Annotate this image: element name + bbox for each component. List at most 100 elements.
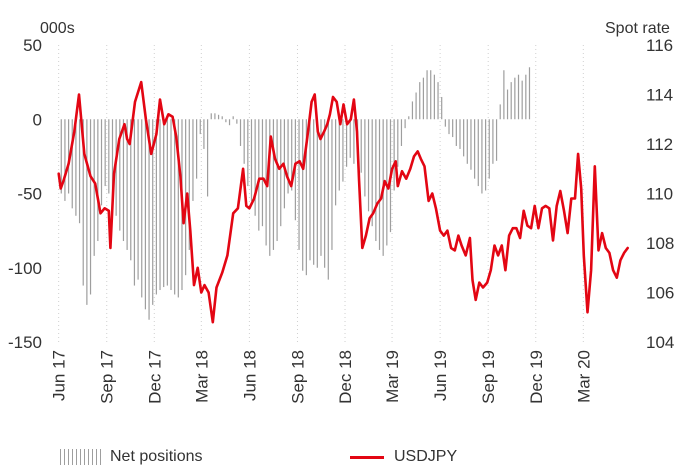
net-position-bar [327,119,329,280]
net-position-bar [324,119,326,268]
usdjpy-swatch [350,455,384,459]
net-position-bar [78,119,81,224]
net-position-bar [499,104,501,120]
net-position-bar [236,119,238,124]
net-position-bar [97,119,99,242]
net-position-bar [305,119,307,276]
left-tick-label: -50 [17,185,42,204]
net-position-bar [60,119,62,194]
net-position-bar [133,119,136,286]
net-position-bar [250,119,253,201]
right-tick-label: 116 [646,36,673,55]
net-position-bar [375,119,377,242]
net-position-bar [404,119,406,129]
net-position-bar [349,119,351,158]
net-position-bar [481,119,483,194]
net-position-bar [514,77,516,120]
net-position-bar [510,82,512,120]
net-position-bar [426,70,428,120]
net-position-bar [415,92,417,120]
net-position-bar [152,119,154,305]
net-position-bar [441,96,443,120]
x-tick-label: Dec 17 [145,350,164,404]
net-position-bar [192,119,194,201]
net-position-bar [335,119,337,206]
net-position-bar [291,119,293,191]
net-position-bar [397,119,399,167]
net-position-bar [247,119,249,187]
net-position-bar [422,77,425,120]
x-tick-label: Sep 18 [288,350,307,404]
right-tick-label: 104 [646,333,674,352]
net-position-bar [525,74,527,120]
right-tick-label: 106 [646,284,674,303]
net-position-bar [71,119,73,209]
left-tick-label: -100 [8,259,42,278]
net-position-bar [484,119,487,191]
net-position-bar [93,119,95,256]
net-position-bar [452,119,454,138]
net-position-bar [459,119,461,149]
net-position-bar [506,89,509,120]
net-position-bar [517,74,520,120]
net-position-bar [492,119,494,164]
net-position-bar [298,119,300,250]
net-position-bar [419,82,421,120]
net-position-bar [174,119,176,295]
net-positions-bars [60,67,531,320]
net-position-bar [261,119,264,227]
net-position-bar [345,119,348,167]
net-position-bar [411,101,414,120]
net-position-bar [477,119,479,187]
net-position-bar [269,119,271,256]
net-position-bar [342,119,344,182]
net-position-bar [221,116,223,120]
net-position-bar [455,119,457,146]
right-axis-ticks: 116 114 112 110 108 106 104 [646,36,674,352]
net-position-bar [444,119,446,127]
net-position-bar [206,119,209,197]
net-position-bar [119,119,121,231]
x-tick-label: Mar 18 [192,350,211,403]
x-tick-label: Mar 20 [574,350,593,403]
net-position-bar [196,119,198,179]
net-position-bar [378,119,381,250]
net-position-bar [386,119,388,246]
legend-net-positions: Net positions [60,448,203,466]
net-position-bar [470,119,472,170]
net-position-bar [163,119,165,288]
net-position-bar [430,70,432,120]
net-position-bar [309,119,311,261]
net-position-bar [122,119,125,242]
net-position-bar [280,119,282,227]
net-position-bar [86,119,88,305]
net-position-bar [100,119,103,206]
net-position-bar [148,119,150,320]
x-tick-label: Jun 18 [240,350,259,401]
x-axis-ticks: Jun 17 Sep 17 Dec 17 Mar 18 Jun 18 Sep 18 Dec … [50,350,594,404]
net-position-bar [437,82,439,120]
net-position-bar [474,119,476,179]
net-position-bar [258,119,260,231]
net-position-bar [228,119,231,126]
net-position-bar [287,119,289,194]
net-position-bar [463,119,465,157]
net-position-bar [166,119,168,286]
x-tick-label: Dec 18 [336,350,355,404]
net-position-bar [108,119,110,194]
net-position-bar [433,74,435,120]
net-position-bar [111,119,114,206]
net-position-bar [272,119,275,250]
net-position-bar [170,119,172,291]
net-positions-swatch [60,449,104,465]
net-position-bar [338,119,340,191]
net-position-bar [302,119,304,271]
net-position-bar [371,119,373,227]
net-position-bar [316,119,318,268]
net-position-bar [232,116,234,120]
net-position-bar [159,119,161,291]
net-position-bar [137,119,139,280]
left-tick-label: -150 [8,333,42,352]
net-position-bar [75,119,77,216]
net-position-bar [243,119,245,164]
